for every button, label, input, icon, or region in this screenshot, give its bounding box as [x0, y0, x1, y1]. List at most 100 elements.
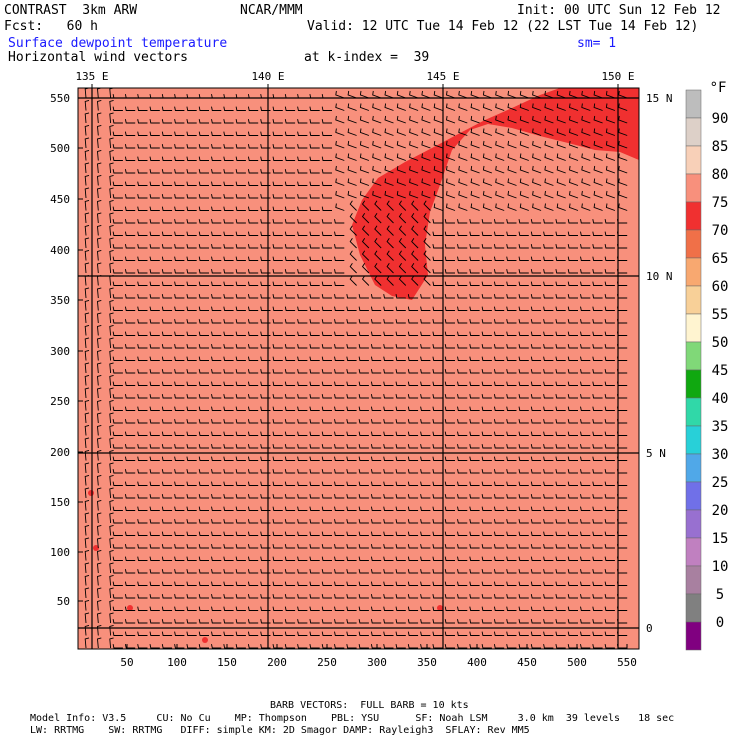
- wind-barb: [507, 165, 517, 174]
- wind-barb: [297, 144, 308, 149]
- wind-barb: [186, 344, 197, 349]
- wind-barb: [284, 231, 296, 236]
- wind-barb: [137, 181, 148, 186]
- wind-barb: [555, 631, 566, 636]
- legend-swatch: [685, 565, 702, 595]
- wind-barb: [186, 269, 197, 274]
- wind-barb: [457, 331, 468, 336]
- wind-barb: [567, 419, 578, 424]
- wind-barb: [124, 94, 136, 99]
- wind-barb: [616, 369, 628, 374]
- wind-barb: [346, 294, 357, 299]
- wind-barb: [616, 219, 628, 224]
- wind-barb: [398, 263, 407, 274]
- wind-barb: [592, 381, 603, 386]
- wind-barb: [149, 344, 160, 349]
- wind-barb: [518, 244, 529, 249]
- wind-barb: [581, 153, 591, 161]
- wind-barb: [383, 356, 394, 361]
- wind-barb: [495, 128, 505, 136]
- wind-barb: [149, 206, 160, 211]
- wind-barb: [444, 456, 455, 461]
- wind-barb: [481, 631, 492, 636]
- wind-barb: [297, 269, 308, 274]
- wind-barb: [580, 494, 591, 499]
- wind-barb: [297, 306, 308, 311]
- wind-barb: [358, 331, 369, 336]
- wind-barb: [297, 494, 308, 499]
- wind-barb: [321, 344, 332, 349]
- wind-barb: [161, 531, 173, 536]
- wind-barb: [457, 644, 468, 649]
- wind-barb: [481, 531, 492, 536]
- wind-barb: [112, 456, 123, 461]
- wind-barb: [543, 319, 554, 324]
- wind-barb: [481, 306, 492, 311]
- wind-barb: [149, 644, 160, 649]
- wind-barb: [235, 269, 246, 274]
- wind-barb: [112, 356, 123, 361]
- legend-level: 30: [712, 447, 729, 463]
- wind-barb: [469, 456, 480, 461]
- wind-barb: [616, 356, 628, 361]
- wind-barb: [370, 544, 382, 549]
- wind-barb: [580, 594, 591, 599]
- wind-barb: [84, 387, 90, 399]
- wind-barb: [247, 494, 259, 499]
- wind-barb: [555, 231, 566, 236]
- wind-barb: [161, 131, 173, 136]
- wind-barb: [284, 481, 296, 486]
- wind-barb: [124, 394, 136, 399]
- wind-barb: [592, 369, 603, 374]
- wind-barb: [407, 556, 419, 561]
- wind-barb: [567, 219, 578, 224]
- wind-barb: [580, 581, 591, 586]
- wind-barb: [260, 606, 271, 611]
- wind-barb: [532, 165, 542, 174]
- wind-barb: [198, 431, 209, 436]
- wind-barb: [481, 544, 492, 549]
- wind-barb: [555, 419, 566, 424]
- y-tick-label: 550: [50, 92, 70, 105]
- wind-barb: [359, 190, 370, 199]
- wind-barb: [124, 181, 136, 186]
- wind-barb: [358, 556, 369, 561]
- wind-barb: [174, 144, 185, 149]
- wind-barb: [84, 199, 90, 211]
- wind-barb: [407, 531, 419, 536]
- wind-barb: [309, 481, 320, 486]
- wind-barb: [530, 319, 542, 324]
- wind-barb: [444, 344, 455, 349]
- wind-barb: [469, 394, 480, 399]
- wind-barb: [272, 444, 283, 449]
- legend-swatch: [685, 145, 702, 175]
- wind-barb: [444, 356, 455, 361]
- wind-barb: [386, 250, 394, 261]
- wind-barb: [530, 231, 542, 236]
- wind-barb: [604, 319, 615, 324]
- wind-barb: [174, 94, 185, 99]
- wind-barb: [198, 156, 209, 161]
- wind-barb: [321, 156, 332, 161]
- wind-barb: [84, 449, 90, 461]
- wind-barb: [543, 556, 554, 561]
- wind-barb: [247, 344, 259, 349]
- wind-barb: [260, 531, 271, 536]
- wind-barb: [423, 200, 431, 211]
- wind-barb: [567, 556, 578, 561]
- wind-barb: [481, 269, 492, 274]
- wind-barb: [174, 269, 185, 274]
- wind-barb: [198, 194, 209, 199]
- wind-barb: [334, 431, 345, 436]
- wind-barb: [444, 644, 455, 649]
- wind-barb: [97, 237, 102, 249]
- wind-barb: [124, 431, 136, 436]
- wind-barb: [506, 519, 517, 524]
- wind-barb: [321, 644, 332, 649]
- wind-barb: [346, 394, 357, 399]
- wind-barb: [518, 581, 529, 586]
- wind-barb: [506, 381, 517, 386]
- x-tick-label: 300: [367, 656, 387, 669]
- wind-barb: [493, 431, 505, 436]
- wind-barb: [211, 281, 222, 286]
